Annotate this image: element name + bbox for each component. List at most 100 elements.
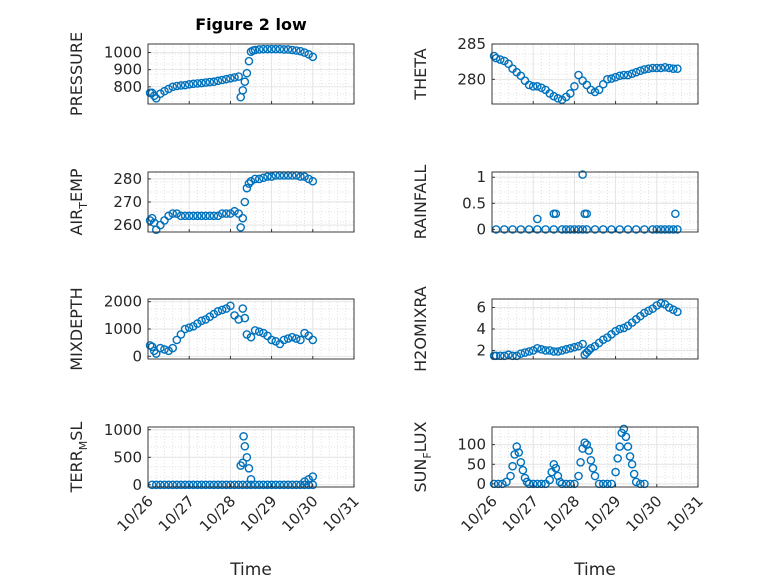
- data-point: [623, 442, 633, 451]
- y-label-subscript: F: [421, 452, 434, 458]
- data-point: [226, 73, 235, 83]
- data-point: [495, 55, 505, 64]
- subplot-mixdepth: 0 1000 2000 MIXDEPTH: [67, 287, 355, 371]
- data-point: [500, 225, 509, 234]
- data-point: [184, 79, 194, 89]
- data-point: [267, 480, 276, 490]
- data-point: [508, 225, 517, 234]
- data-point: [619, 323, 629, 333]
- data-point: [180, 324, 190, 334]
- data-point: [193, 480, 202, 490]
- data-point: [598, 225, 608, 234]
- x-tick-label: 10/30: [278, 492, 321, 535]
- data-point: [230, 73, 239, 82]
- data-point: [533, 343, 542, 353]
- data-point: [671, 209, 680, 219]
- data-point: [524, 479, 534, 489]
- data-point: [576, 457, 585, 467]
- data-point: [603, 74, 612, 84]
- data-point: [541, 225, 550, 234]
- x-tick-label: 10/28: [196, 492, 239, 535]
- data-point: [205, 77, 215, 87]
- data-point: [145, 341, 155, 350]
- data-point: [625, 452, 635, 461]
- data-point: [516, 457, 526, 467]
- data-point: [590, 225, 600, 234]
- data-point: [514, 448, 524, 457]
- y-axis-label: AIRTEMP: [67, 168, 90, 235]
- data-point: [590, 471, 600, 481]
- data-point: [160, 86, 169, 96]
- data-point: [164, 480, 173, 490]
- data-point: [221, 480, 231, 490]
- data-point: [549, 225, 559, 234]
- data-point: [619, 70, 629, 80]
- data-point: [537, 345, 546, 354]
- data-point: [238, 85, 248, 95]
- data-point: [259, 44, 268, 54]
- y-axis-label: TERRMSL: [67, 422, 90, 494]
- data-point: [607, 74, 616, 83]
- y-label-text: RAINFALL: [411, 165, 430, 240]
- y-tick-label: 280: [113, 170, 142, 188]
- data-point: [205, 480, 215, 490]
- data-point: [627, 69, 637, 78]
- data-point: [209, 211, 219, 221]
- y-tick-label: 0: [476, 475, 486, 493]
- axes-box: [491, 171, 699, 233]
- data-point: [570, 479, 579, 489]
- data-point: [660, 62, 670, 72]
- data-point: [308, 335, 318, 345]
- axes-box: [491, 43, 699, 105]
- data-point: [226, 209, 235, 218]
- data-point: [234, 315, 243, 324]
- data-point: [504, 350, 513, 360]
- data-point: [652, 301, 662, 310]
- data-point: [607, 225, 616, 234]
- y-label-subscript: M: [77, 441, 90, 451]
- data-point: [541, 346, 550, 355]
- data-point: [168, 480, 178, 490]
- data-point: [259, 173, 268, 183]
- data-point: [598, 479, 608, 489]
- subplot-theta: 280 285 THETA: [411, 35, 699, 105]
- data-point: [283, 480, 293, 490]
- data-point: [640, 308, 649, 318]
- data-point: [209, 77, 219, 87]
- y-tick-label: 2: [476, 341, 486, 359]
- x-tick-label: 10/31: [320, 492, 363, 535]
- data-point: [300, 480, 309, 490]
- data-point: [168, 82, 178, 92]
- data-point: [570, 82, 579, 91]
- data-point: [652, 63, 662, 73]
- data-point: [304, 174, 313, 184]
- data-point: [180, 480, 190, 490]
- y-tick-label: 0.5: [462, 194, 486, 212]
- data-point: [551, 209, 561, 219]
- data-point: [250, 480, 260, 490]
- x-tick-label: 10/30: [622, 492, 665, 535]
- data-point: [145, 216, 155, 225]
- data-point: [673, 64, 682, 74]
- data-point: [553, 347, 563, 356]
- data-point: [623, 70, 633, 80]
- data-point: [168, 343, 178, 353]
- data-point: [254, 45, 264, 54]
- data-point: [308, 176, 318, 186]
- data-point: [656, 63, 666, 73]
- data-point: [275, 480, 285, 490]
- data-point: [588, 463, 598, 473]
- data-point: [565, 479, 575, 489]
- x-tick-label: 10/29: [581, 492, 624, 535]
- data-point: [189, 79, 198, 89]
- data-point: [561, 479, 571, 489]
- data-point: [151, 349, 161, 358]
- subplot-air_temp: 260 270 280 AIRTEMP: [67, 168, 355, 236]
- data-point: [586, 456, 596, 465]
- data-point: [553, 94, 563, 103]
- data-point: [623, 225, 633, 234]
- data-point: [244, 463, 254, 473]
- data-point: [213, 211, 223, 221]
